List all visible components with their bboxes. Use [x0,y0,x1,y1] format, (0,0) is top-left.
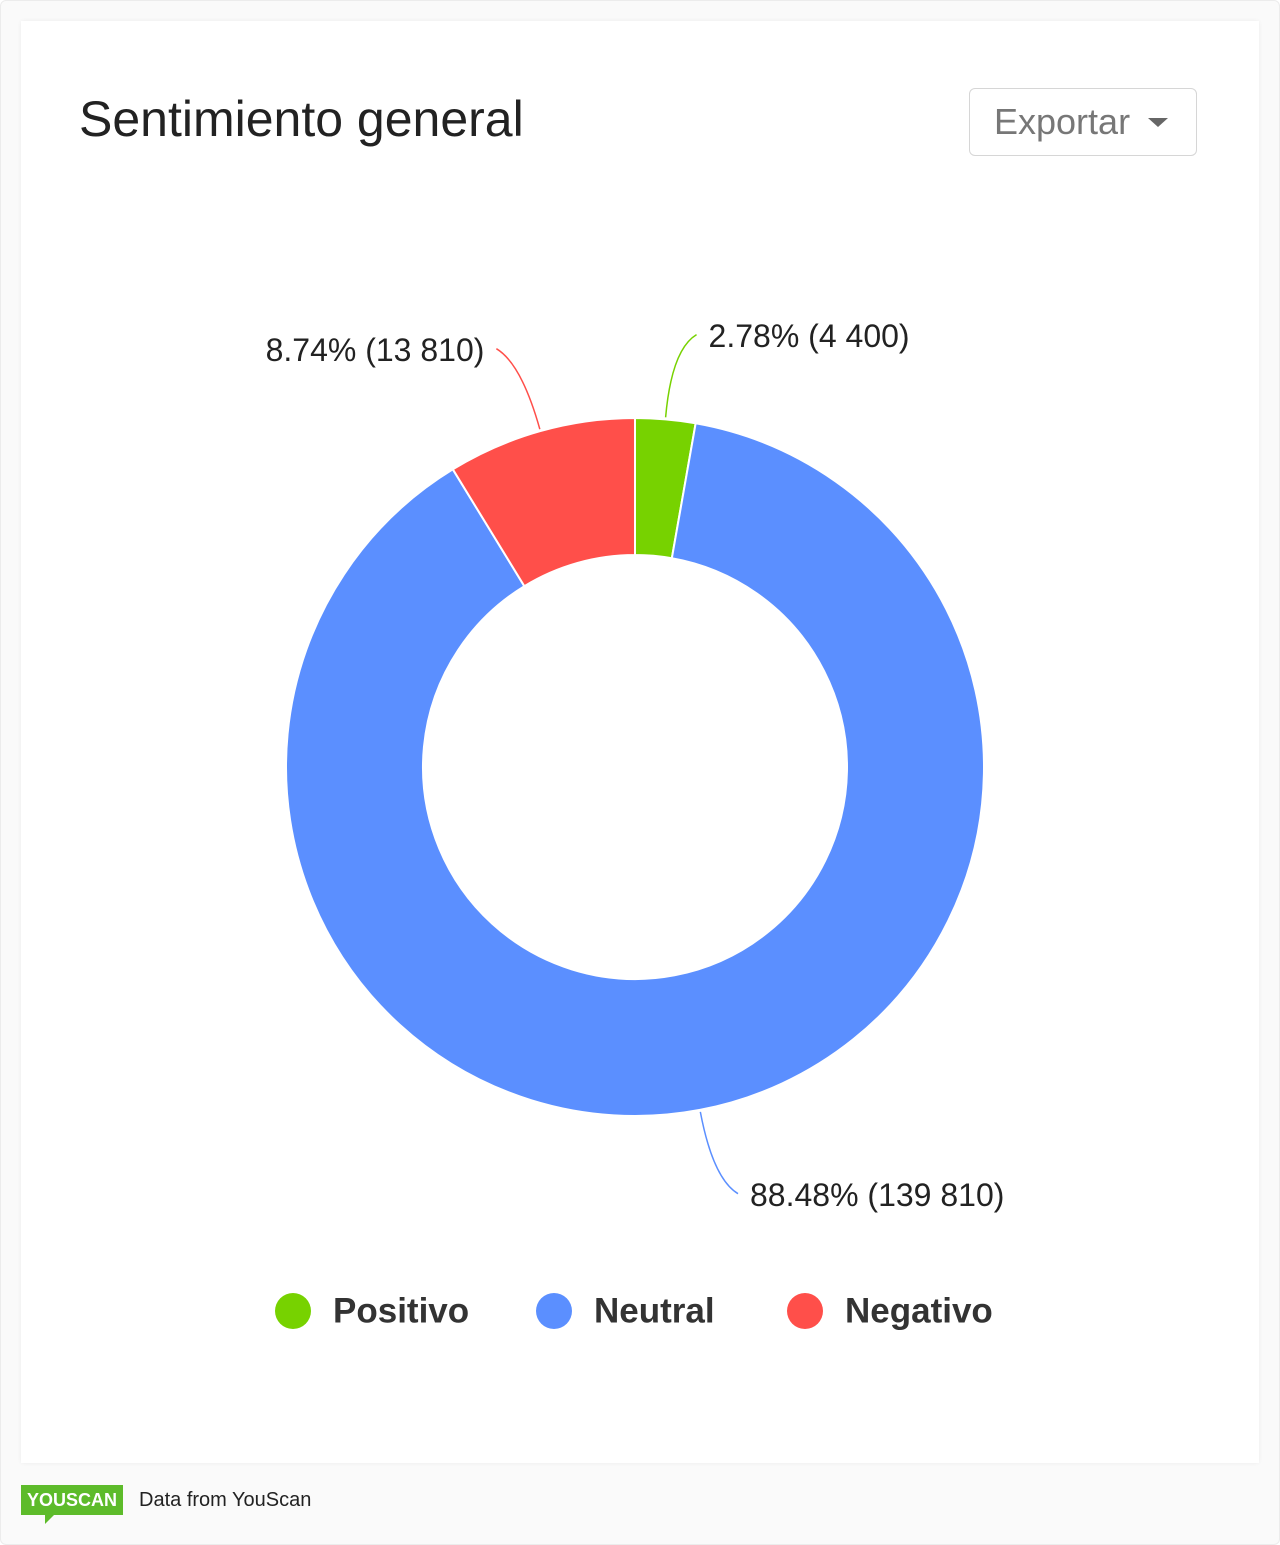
leader-line [664,333,697,418]
leader-line [699,1111,739,1195]
legend-label: Positivo [333,1291,469,1330]
chart-title: Sentimiento general [79,91,524,147]
export-label: Exportar [994,101,1131,142]
caret-icon [1148,117,1169,127]
data-label: 88.48% (139 810) [750,1177,1004,1213]
legend-swatch [787,1293,823,1329]
leader-line [496,348,541,430]
footer-text: Data from YouScan [139,1488,312,1511]
footer: YOUSCAN Data from YouScan [21,1485,312,1524]
donut-segment [451,416,636,588]
legend-swatch [275,1293,311,1329]
chart: Sentimiento general 2.78% (4 400) 88.48% … [79,91,1004,1330]
donut-segment [284,422,985,1117]
data-label: 2.78% (4 400) [709,318,910,354]
legend-label: Neutral [594,1291,715,1330]
legend-label: Negativo [845,1291,993,1330]
brand-logo: YOUSCAN [21,1485,124,1524]
data-label: 8.74% (13 810) [266,332,485,368]
legend-swatch [536,1293,572,1329]
export-button[interactable]: Exportar [969,88,1197,156]
chart-card: Sentimiento general 2.78% (4 400) 88.48% … [21,21,1259,1463]
